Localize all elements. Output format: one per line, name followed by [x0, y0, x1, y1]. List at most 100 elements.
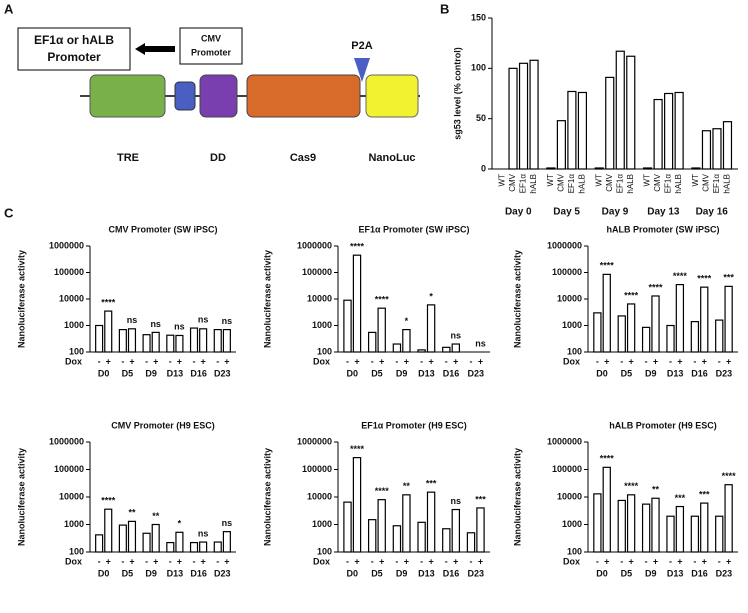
- bar: [690, 321, 700, 353]
- bar: [367, 519, 377, 553]
- x-tick-label: -: [98, 556, 101, 566]
- y-tick-label: 10000: [557, 491, 582, 501]
- x-tick-label: -: [169, 556, 172, 566]
- group-label: D0: [346, 568, 358, 578]
- x-tick-label: EF1α: [567, 174, 576, 194]
- significance-label: ***: [475, 494, 486, 504]
- y-axis-label: Nanoluciferase activity: [512, 448, 522, 546]
- x-tick-label: -: [645, 556, 648, 566]
- x-tick-label: -: [193, 356, 196, 366]
- x-tick-label: -: [693, 356, 696, 366]
- y-axis-label: Nanoluciferase activity: [262, 250, 272, 348]
- x-tick-label: -: [216, 556, 219, 566]
- group-label: D5: [122, 568, 134, 578]
- x-tick-label: -: [371, 356, 374, 366]
- y-tick-label: 100000: [552, 464, 582, 474]
- bar: [700, 286, 709, 353]
- cmv-label: CMV: [201, 33, 221, 43]
- bar: [722, 121, 733, 170]
- group-label: D23: [214, 368, 231, 378]
- bar: [175, 531, 184, 553]
- y-tick-label: 10000: [557, 293, 582, 303]
- bar: [615, 50, 625, 170]
- significance-label: ****: [722, 471, 737, 481]
- y-tick-label: 10000: [307, 293, 332, 303]
- p2a-label: P2A: [351, 40, 372, 52]
- y-tick-label: 100: [317, 546, 332, 556]
- x-tick-label: EF1α: [519, 174, 528, 194]
- x-tick-label: +: [224, 356, 229, 366]
- p2a-marker: [354, 58, 370, 82]
- y-tick-label: 100000: [54, 464, 84, 474]
- x-tick-label: -: [169, 356, 172, 366]
- y-axis-label: Nanoluciferase activity: [16, 250, 26, 348]
- bar: [142, 334, 151, 353]
- x-tick-label: -: [693, 556, 696, 566]
- bar: [127, 328, 137, 353]
- bar: [175, 334, 184, 353]
- bar: [690, 515, 700, 553]
- y-tick-label: 1000: [64, 320, 84, 330]
- x-tick-label: +: [129, 556, 134, 566]
- x-tick-label: +: [106, 356, 111, 366]
- y-tick-label: 100: [69, 546, 84, 556]
- part-label: DD: [210, 152, 226, 164]
- bar: [641, 326, 651, 353]
- bar: [724, 484, 733, 553]
- bar: [617, 315, 626, 353]
- bar: [642, 167, 653, 170]
- construct-diagram: EF1α or hALB Promoter CMV Promoter P2A T…: [17, 27, 420, 164]
- bar: [529, 59, 539, 170]
- bar: [392, 343, 402, 353]
- group-label: D9: [396, 568, 408, 578]
- bar: [189, 541, 199, 553]
- x-tick-label: +: [428, 556, 433, 566]
- bar: [402, 329, 411, 353]
- significance-label: ****: [624, 290, 639, 300]
- chart-title: EF1α Promoter (H9 ESC): [361, 420, 467, 430]
- significance-label: ***: [675, 493, 686, 503]
- significance-label: ****: [600, 261, 615, 271]
- group-label: D0: [596, 568, 608, 578]
- group-label: D0: [596, 368, 608, 378]
- bar: [377, 499, 386, 553]
- group-label: D13: [418, 568, 435, 578]
- cas9-element: [246, 74, 361, 118]
- x-tick-label: +: [726, 356, 731, 366]
- x-tick-label: EF1α: [615, 174, 624, 194]
- significance-label: ****: [375, 486, 390, 496]
- x-tick-label: +: [428, 356, 433, 366]
- bar: [715, 515, 724, 553]
- significance-label: ns: [222, 518, 233, 528]
- x-tick-label: -: [145, 356, 148, 366]
- x-tick-label: -: [98, 356, 101, 366]
- significance-label: **: [652, 485, 660, 495]
- significance-label: *: [429, 291, 433, 301]
- x-tick-label: hALB: [529, 174, 538, 194]
- x-tick-label: -: [470, 556, 473, 566]
- x-tick-label: +: [604, 556, 609, 566]
- group-label: D13: [167, 568, 184, 578]
- bar: [104, 310, 113, 353]
- bar: [602, 273, 611, 353]
- y-tick-label: 100: [471, 63, 486, 73]
- significance-label: ****: [101, 496, 116, 506]
- x-tick-label: -: [371, 556, 374, 566]
- dd-element: [199, 74, 238, 118]
- group-label: D13: [667, 368, 684, 378]
- group-label: Day 0: [505, 207, 532, 218]
- group-label: D13: [667, 568, 684, 578]
- y-tick-label: 100: [567, 546, 582, 556]
- chart-title: CMV Promoter (H9 ESC): [111, 420, 215, 430]
- group-label: D13: [167, 368, 184, 378]
- bar: [466, 532, 476, 553]
- group-label: D0: [98, 568, 110, 578]
- x-tick-label: -: [596, 356, 599, 366]
- bar: [222, 531, 231, 553]
- part-label: NanoLuc: [368, 152, 415, 164]
- x-tick-label: -: [420, 556, 423, 566]
- bar: [675, 283, 685, 353]
- bar: [199, 541, 208, 553]
- chart-title: hALB Promoter (SW iPSC): [606, 224, 719, 234]
- significance-label: *: [178, 519, 182, 529]
